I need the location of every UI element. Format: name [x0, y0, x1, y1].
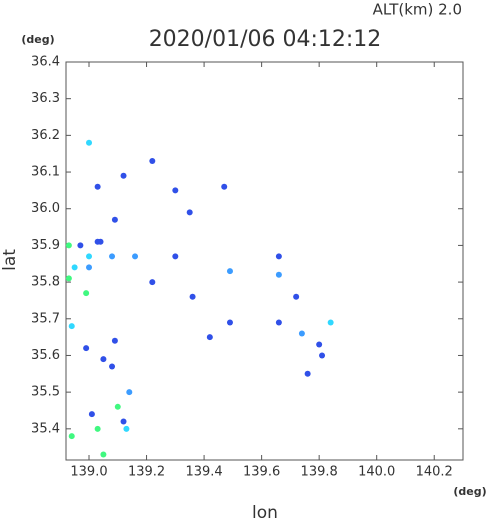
echo-point: [71, 264, 78, 271]
x-tick-label: 139.4: [185, 465, 222, 480]
y-tick-label: 36.3: [31, 91, 60, 106]
chart-title: 2020/01/06 04:12:12: [149, 27, 382, 52]
echo-point: [319, 352, 326, 359]
x-tick-label: 140.2: [416, 465, 453, 480]
echo-point: [132, 253, 139, 260]
y-tick-label: 35.6: [31, 348, 60, 363]
plot-frame: [65, 61, 464, 461]
echo-point: [172, 187, 179, 194]
y-tick-label: 35.4: [31, 421, 60, 436]
x-tick-label: 139.0: [70, 465, 107, 480]
echo-point: [94, 238, 101, 245]
echo-point: [86, 264, 93, 271]
y-tick-label: 35.8: [31, 275, 60, 290]
echo-point: [111, 216, 118, 223]
echo-point: [293, 293, 300, 300]
echo-point: [172, 253, 179, 260]
x-axis-label: lon: [252, 503, 278, 521]
echo-point: [83, 345, 90, 352]
y-tick-label: 35.9: [31, 238, 60, 253]
echo-point: [83, 290, 90, 297]
echo-point: [88, 411, 95, 418]
echo-point: [111, 337, 118, 344]
echo-point: [298, 330, 305, 337]
y-tick-label: 36.4: [31, 55, 60, 70]
echo-point: [221, 183, 228, 190]
x-tick-label: 140.0: [358, 465, 395, 480]
echo-point: [94, 425, 101, 432]
echo-point: [65, 275, 72, 282]
x-unit: (deg): [453, 485, 486, 498]
echo-point: [65, 242, 72, 249]
echo-point: [86, 139, 93, 146]
echo-point: [316, 341, 323, 348]
echo-point: [123, 425, 130, 432]
y-axis-label: lat: [0, 249, 20, 271]
echo-point: [100, 451, 107, 458]
y-tick-label: 36.2: [31, 128, 60, 143]
echo-point: [226, 319, 233, 326]
echo-point: [120, 172, 127, 179]
echo-point: [186, 209, 193, 216]
echo-point: [189, 293, 196, 300]
echo-point: [304, 370, 311, 377]
echo-point: [275, 271, 282, 278]
x-tick-label: 139.8: [301, 465, 338, 480]
echo-point: [114, 403, 121, 410]
echo-point: [275, 253, 282, 260]
echo-point: [100, 356, 107, 363]
y-unit: (deg): [21, 33, 54, 46]
echo-point: [275, 319, 282, 326]
echo-point: [126, 389, 133, 396]
echo-point: [77, 242, 84, 249]
echo-point: [86, 253, 93, 260]
echo-point: [226, 268, 233, 275]
echo-point: [120, 418, 127, 425]
altitude-label: ALT(km) 2.0: [373, 1, 462, 19]
y-tick-label: 35.7: [31, 311, 60, 326]
echo-point: [94, 183, 101, 190]
y-tick-label: 36.0: [31, 201, 60, 216]
echo-point: [109, 253, 116, 260]
y-tick-label: 36.1: [31, 165, 60, 180]
echo-point: [109, 363, 116, 370]
echo-point: [206, 334, 213, 341]
echo-point: [68, 323, 75, 330]
echo-point: [68, 433, 75, 440]
x-tick-label: 139.2: [128, 465, 165, 480]
echo-point: [149, 158, 156, 165]
echo-point: [327, 319, 334, 326]
x-tick-label: 139.6: [243, 465, 280, 480]
y-tick-label: 35.5: [31, 385, 60, 400]
echo-point: [149, 279, 156, 286]
